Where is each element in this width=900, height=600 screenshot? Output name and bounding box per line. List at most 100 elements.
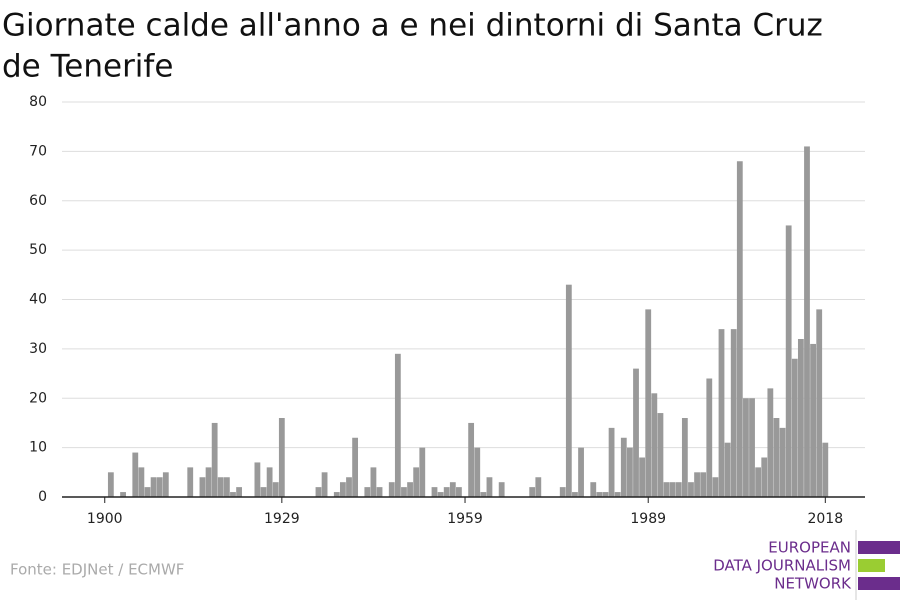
bar: [810, 343, 816, 497]
bar: [730, 329, 737, 497]
bar: [804, 146, 810, 497]
bar: [419, 447, 426, 497]
bar: [346, 477, 352, 497]
y-tick-label: 70: [29, 143, 47, 159]
bar: [107, 472, 114, 497]
bar: [743, 398, 749, 497]
bar: [199, 477, 206, 497]
logo-text: NETWORK: [774, 575, 852, 593]
bar: [315, 487, 322, 497]
bar: [132, 452, 139, 497]
bar: [443, 487, 450, 497]
bar: [657, 413, 664, 497]
y-tick-label: 30: [29, 341, 47, 357]
x-tick-label: 1900: [87, 511, 123, 527]
bar: [712, 477, 719, 497]
y-tick-label: 50: [29, 242, 47, 258]
bar: [627, 447, 633, 497]
y-tick-label: 10: [29, 440, 47, 456]
bar: [230, 492, 236, 497]
bar: [486, 477, 493, 497]
bar: [749, 398, 755, 497]
bar: [761, 457, 768, 497]
bar: [120, 492, 126, 497]
bar: [217, 477, 224, 497]
bar: [816, 309, 823, 497]
bar: [675, 482, 682, 497]
bar: [138, 467, 145, 497]
y-tick-label: 80: [29, 94, 47, 110]
logo-bar: [858, 559, 885, 572]
y-tick-label: 40: [29, 292, 47, 308]
logo-bar: [858, 541, 900, 554]
bar: [785, 225, 792, 497]
y-tick-label: 60: [29, 193, 47, 209]
bar: [620, 437, 627, 497]
bar: [162, 472, 169, 497]
bar: [437, 492, 444, 497]
bar: [614, 492, 621, 497]
logo-bar: [858, 577, 900, 590]
bar: [431, 487, 438, 497]
chart-title: Giornate calde all'anno a e nei dintorni…: [2, 8, 823, 44]
bar: [578, 447, 584, 497]
bar: [394, 353, 401, 497]
bar: [223, 477, 230, 497]
bar: [559, 487, 566, 497]
bar: [590, 482, 597, 497]
bar: [797, 339, 804, 497]
logo-text: EUROPEAN: [768, 539, 851, 557]
bar: [694, 472, 700, 497]
bar: [480, 492, 487, 497]
bar: [370, 467, 377, 497]
bar: [401, 487, 407, 497]
bar: [779, 427, 786, 497]
bar: [144, 487, 151, 497]
bar: [413, 467, 420, 497]
bar: [236, 487, 242, 497]
x-tick-label: 1989: [630, 511, 666, 527]
bar: [266, 467, 273, 497]
bar: [639, 457, 646, 497]
bar: [376, 487, 383, 497]
bar: [736, 161, 743, 497]
bar: [260, 487, 267, 497]
bar: [608, 427, 615, 497]
bar: [449, 482, 456, 497]
y-tick-label: 0: [38, 489, 47, 505]
bar: [474, 447, 481, 497]
bar: [633, 368, 639, 497]
chart-title: de Tenerife: [2, 49, 173, 85]
x-tick-label: 2018: [807, 511, 843, 527]
bar: [205, 467, 212, 497]
bar: [150, 477, 157, 497]
bar: [706, 378, 713, 497]
bar: [535, 477, 542, 497]
bar: [602, 492, 609, 497]
bar: [822, 442, 829, 497]
bar: [468, 422, 475, 497]
bar: [211, 422, 218, 497]
bar: [773, 418, 780, 497]
bar: [724, 442, 731, 497]
bar: [321, 472, 328, 497]
bar: [339, 482, 346, 497]
bar: [388, 482, 395, 497]
bar: [572, 492, 578, 497]
bar: [272, 482, 279, 497]
bar: [718, 329, 725, 497]
bar: [254, 462, 261, 497]
bar: [663, 482, 670, 497]
bar: [278, 418, 285, 497]
bar: [456, 487, 462, 497]
y-tick-label: 20: [29, 390, 47, 406]
bar: [755, 467, 762, 497]
bar: [498, 482, 505, 497]
x-tick-label: 1929: [264, 511, 300, 527]
bar: [688, 482, 694, 497]
bar: [767, 388, 774, 497]
bar: [364, 487, 371, 497]
bar: [352, 437, 359, 497]
logo-text: DATA JOURNALISM: [713, 557, 851, 575]
bar: [651, 393, 658, 497]
